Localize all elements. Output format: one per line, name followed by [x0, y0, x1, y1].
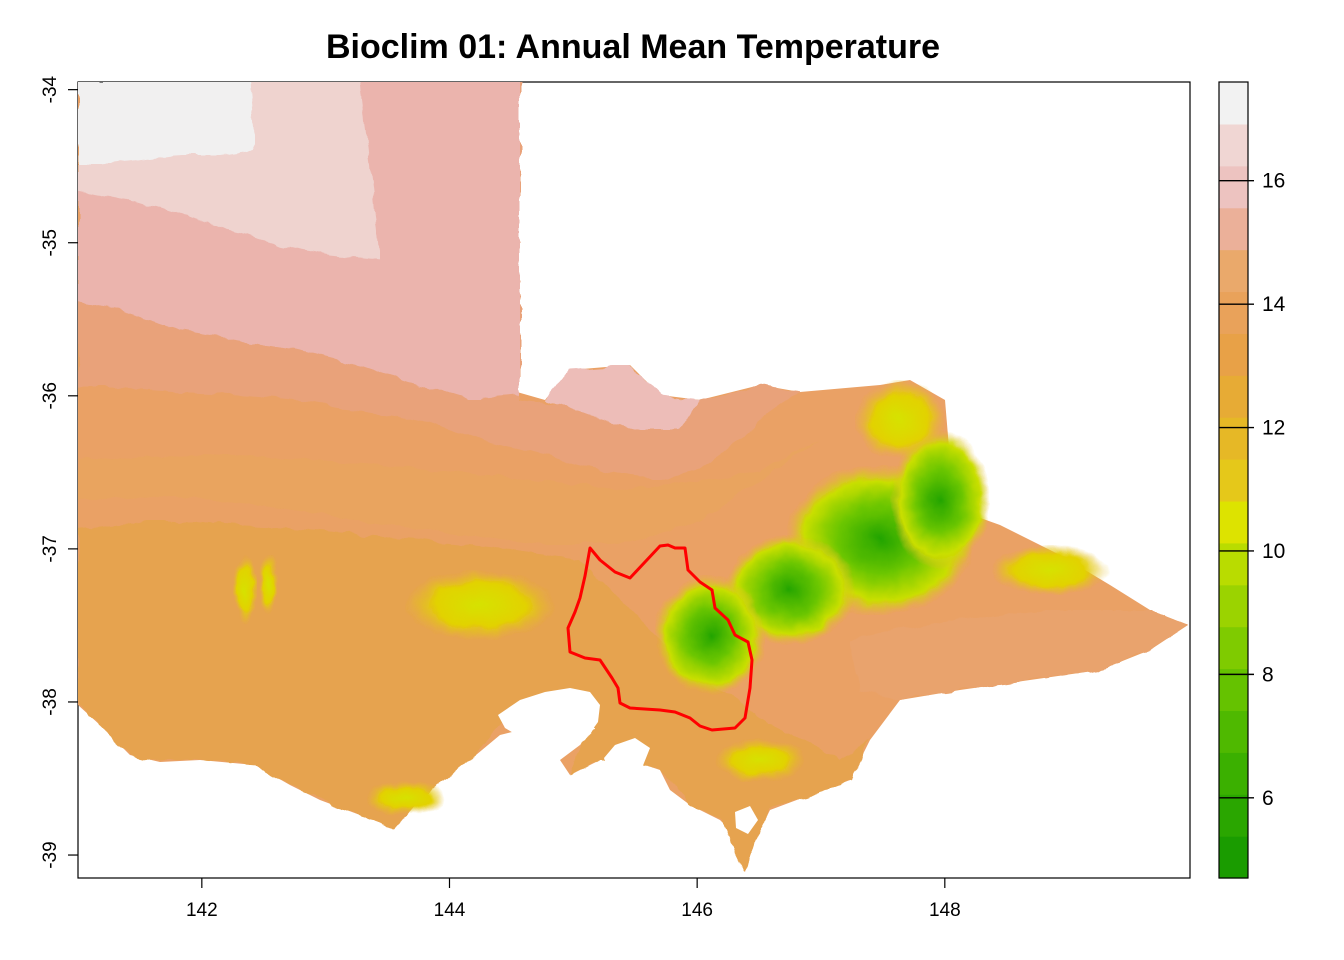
- highland-east-coast: [990, 545, 1110, 595]
- legend-color-step: [1219, 123, 1248, 167]
- highland-strzelecki: [715, 738, 805, 782]
- highland-otways: [365, 780, 445, 816]
- legend-color-step: [1219, 417, 1248, 460]
- legend-tick-label: 6: [1262, 787, 1274, 810]
- legend-color-step: [1219, 249, 1248, 293]
- legend-color-step: [1219, 82, 1248, 125]
- y-axis: -34 -35 -36 -37 -38 -39: [40, 75, 78, 869]
- highland-grampians-2: [258, 555, 278, 615]
- legend-frame: [1218, 81, 1249, 879]
- y-tick-label: -35: [40, 229, 61, 256]
- y-tick-label: -37: [40, 535, 61, 562]
- legend-color-step: [1219, 500, 1248, 544]
- x-tick-label: 144: [434, 900, 466, 921]
- legend-color-step: [1219, 794, 1248, 837]
- legend-color-step: [1219, 207, 1248, 251]
- map-title: Bioclim 01: Annual Mean Temperature: [325, 28, 941, 66]
- x-tick-label: 148: [929, 900, 961, 921]
- legend-color-step: [1219, 626, 1248, 670]
- legend-color-step: [1219, 333, 1248, 376]
- legend-tick-label: 16: [1262, 170, 1285, 193]
- color-legend: 6 8 10 12 14 16: [1218, 81, 1286, 879]
- legend-color-step: [1219, 165, 1248, 209]
- highland-alps-2: [890, 430, 990, 570]
- x-tick-label: 142: [186, 900, 218, 921]
- band-13-south: [78, 520, 870, 872]
- highland-central: [405, 570, 555, 640]
- band-14-southeast: [850, 610, 1188, 700]
- band-14-mid: [78, 440, 820, 545]
- legend-tick-label: 12: [1262, 417, 1285, 440]
- highland-alps-4: [855, 380, 945, 460]
- legend-color-step: [1219, 668, 1248, 712]
- highland-yarra: [655, 575, 765, 695]
- western-port: [604, 738, 650, 780]
- legend-color-step: [1219, 291, 1248, 334]
- y-tick-label: -38: [40, 688, 61, 715]
- legend-tick-label: 10: [1262, 540, 1285, 563]
- x-tick-label: 146: [681, 900, 713, 921]
- legend-tick-label: 8: [1262, 663, 1274, 686]
- legend-color-step: [1219, 542, 1248, 586]
- legend-color-step: [1219, 375, 1248, 418]
- corner-inlet: [735, 806, 758, 834]
- study-region-boundary: [566, 543, 754, 732]
- legend-tick-label: 14: [1262, 293, 1286, 316]
- legend-color-step: [1219, 459, 1248, 502]
- port-phillip-bay: [498, 688, 600, 752]
- legend-color-step: [1219, 584, 1248, 628]
- y-tick-label: -34: [40, 75, 61, 103]
- legend-color-step: [1219, 836, 1248, 879]
- y-tick-label: -36: [40, 382, 61, 409]
- y-tick-label: -39: [40, 841, 61, 868]
- x-axis: 142 144 146 148: [186, 878, 961, 921]
- band-17: [78, 82, 255, 165]
- legend-color-step: [1219, 710, 1248, 753]
- highland-grampians-1: [233, 555, 257, 625]
- temperature-raster: [78, 82, 1188, 872]
- legend-color-step: [1219, 752, 1248, 795]
- band-16-northeast: [545, 365, 700, 430]
